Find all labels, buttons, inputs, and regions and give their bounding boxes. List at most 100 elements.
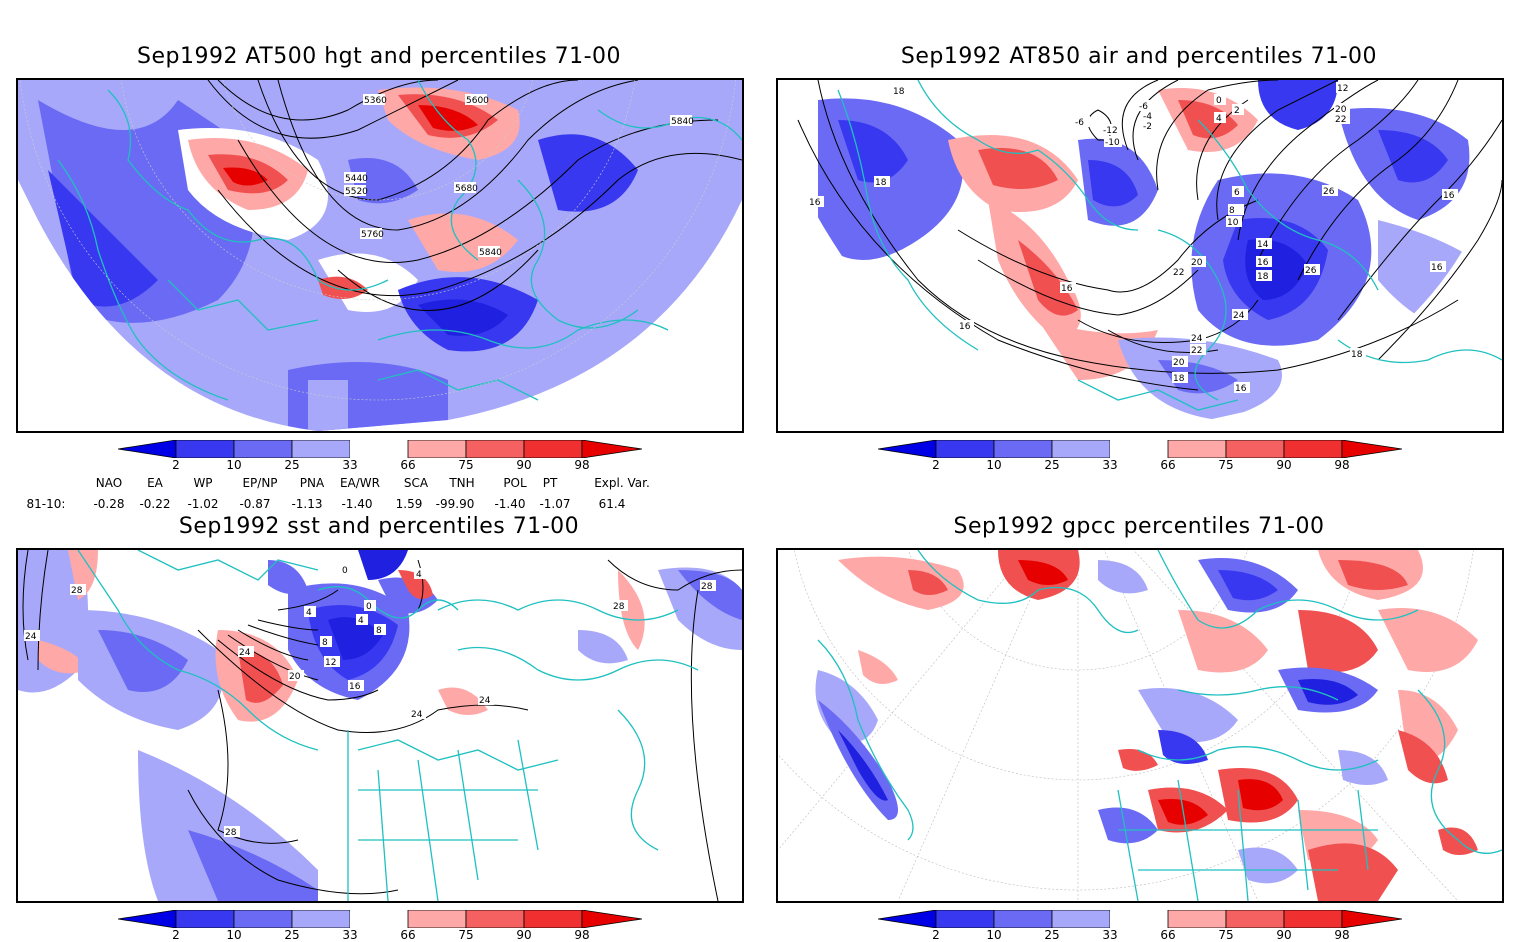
contour-label: 16 [809,198,821,208]
colorbar-swatches [117,909,643,929]
contour-label: 4 [416,570,422,580]
colorbar-label: 25 [284,458,300,472]
contour-label: 18 [1351,350,1363,360]
contour-label: 4 [1216,114,1222,124]
contour-label: 24 [1233,311,1245,321]
index-header: PT [542,476,558,490]
panel-title-gpcc: Sep1992 gpcc percentiles 71-00 [953,514,1325,539]
colorbar-label: 10 [226,928,242,942]
colorbar-label: 90 [516,458,532,472]
index-value: -1.02 [187,497,219,511]
contour-label: -6 [1075,118,1084,128]
index-value-row: 81-10: -0.28 -0.22 -1.02 -0.87 -1.13 -1.… [0,497,700,513]
contour-label: 18 [893,87,905,97]
map-hgt500: 5360 5600 5840 5440 5520 5680 5760 5840 [16,78,744,433]
colorbar-label: 33 [1102,458,1118,472]
contour-label: -2 [1143,122,1152,132]
contour-label: -12 [1103,126,1118,136]
index-header: WP [193,476,213,490]
index-value: -1.40 [341,497,373,511]
colorbar-label: 75 [1218,928,1234,942]
contour-label: 28 [71,586,83,596]
contour-label: 12 [1337,84,1348,94]
contour-label: 12 [325,658,336,668]
colorbar-label: 25 [1044,458,1060,472]
colorbar-label: 66 [400,458,416,472]
contour-label: 26 [1305,266,1317,276]
colorbar-label: 25 [284,928,300,942]
index-value: -99.90 [435,497,475,511]
colorbar-label: 10 [986,928,1002,942]
index-header: SCA [403,476,429,490]
colorbar-label: 10 [986,458,1002,472]
contour-label: 16 [1443,191,1455,201]
colorbar-swatches [117,439,643,459]
colorbar-swatches [877,439,1403,459]
contour-label: 22 [1173,268,1184,278]
panel-title-sst: Sep1992 sst and percentiles 71-00 [178,514,580,539]
colorbar-label: 75 [458,458,474,472]
index-value: 1.59 [395,497,423,511]
contour-label: 24 [411,710,423,720]
contour-label: 0 [1216,96,1222,106]
map-gpcc [776,548,1504,903]
contour-label: 5440 [345,174,368,184]
contour-label: 14 [1257,240,1269,250]
colorbar-label: 2 [932,458,940,472]
contour-label: 20 [1191,258,1203,268]
contour-label: 5840 [671,117,694,127]
contour-label: 5360 [364,96,387,106]
colorbar-label: 90 [516,928,532,942]
contour-label: 22 [1335,115,1346,125]
colorbar-label: 66 [400,928,416,942]
contour-label: 18 [875,178,887,188]
contour-label: 24 [1191,334,1203,344]
colorbar-label: 98 [1334,458,1350,472]
colorbar-label: 75 [1218,458,1234,472]
contour-label: 5760 [361,230,384,240]
index-value: -1.40 [494,497,526,511]
colorbar-label: 2 [932,928,940,942]
index-header: PNA [299,476,325,490]
contour-label: 10 [1227,218,1239,228]
contour-label: 20 [1335,105,1347,115]
contour-label: 16 [1235,384,1247,394]
colorbar-label: 25 [1044,928,1060,942]
contour-label: 18 [1173,374,1185,384]
index-header: Expl. Var. [594,476,650,490]
index-header-row: NAO EA WP EP/NP PNA EA/WR SCA TNH POL PT… [0,476,700,492]
contour-label: 20 [289,672,301,682]
contour-label: 5840 [479,248,502,258]
colorbar-swatches [877,909,1403,929]
map-sst: 28 24 24 20 16 12 8 4 4 8 0 4 0 24 24 28… [16,548,744,903]
contour-label: 16 [1257,258,1269,268]
contour-label: 4 [358,616,364,626]
colorbar-label: 66 [1160,928,1176,942]
index-header: NAO [95,476,123,490]
contour-label: 16 [959,322,971,332]
index-value: -1.13 [291,497,323,511]
contour-label: 5680 [455,184,478,194]
contour-label: 0 [366,602,372,612]
colorbar-label: 33 [342,928,358,942]
contour-label: 28 [225,828,237,838]
contour-label: 16 [1431,263,1443,273]
index-value: -0.28 [93,497,125,511]
contour-label: 8 [1229,206,1235,216]
colorbar-label: 2 [172,928,180,942]
contour-label: -4 [1143,112,1152,122]
contour-label: 2 [1234,106,1240,116]
index-value: -0.87 [239,497,271,511]
index-header: POL [503,476,527,490]
index-value: 61.4 [598,497,626,511]
contour-label: 26 [1323,187,1335,197]
contour-label: 8 [376,626,382,636]
index-header: EP/NP [242,476,278,490]
colorbar-sst: 2 10 25 33 66 75 90 98 [117,909,643,942]
panel-title-hgt500: Sep1992 AT500 hgt and percentiles 71-00 [136,44,622,69]
contour-label: 0 [342,566,348,576]
colorbar-label: 98 [574,928,590,942]
contour-label: 24 [239,648,251,658]
contour-label: 24 [25,632,37,642]
colorbar-label: 10 [226,458,242,472]
